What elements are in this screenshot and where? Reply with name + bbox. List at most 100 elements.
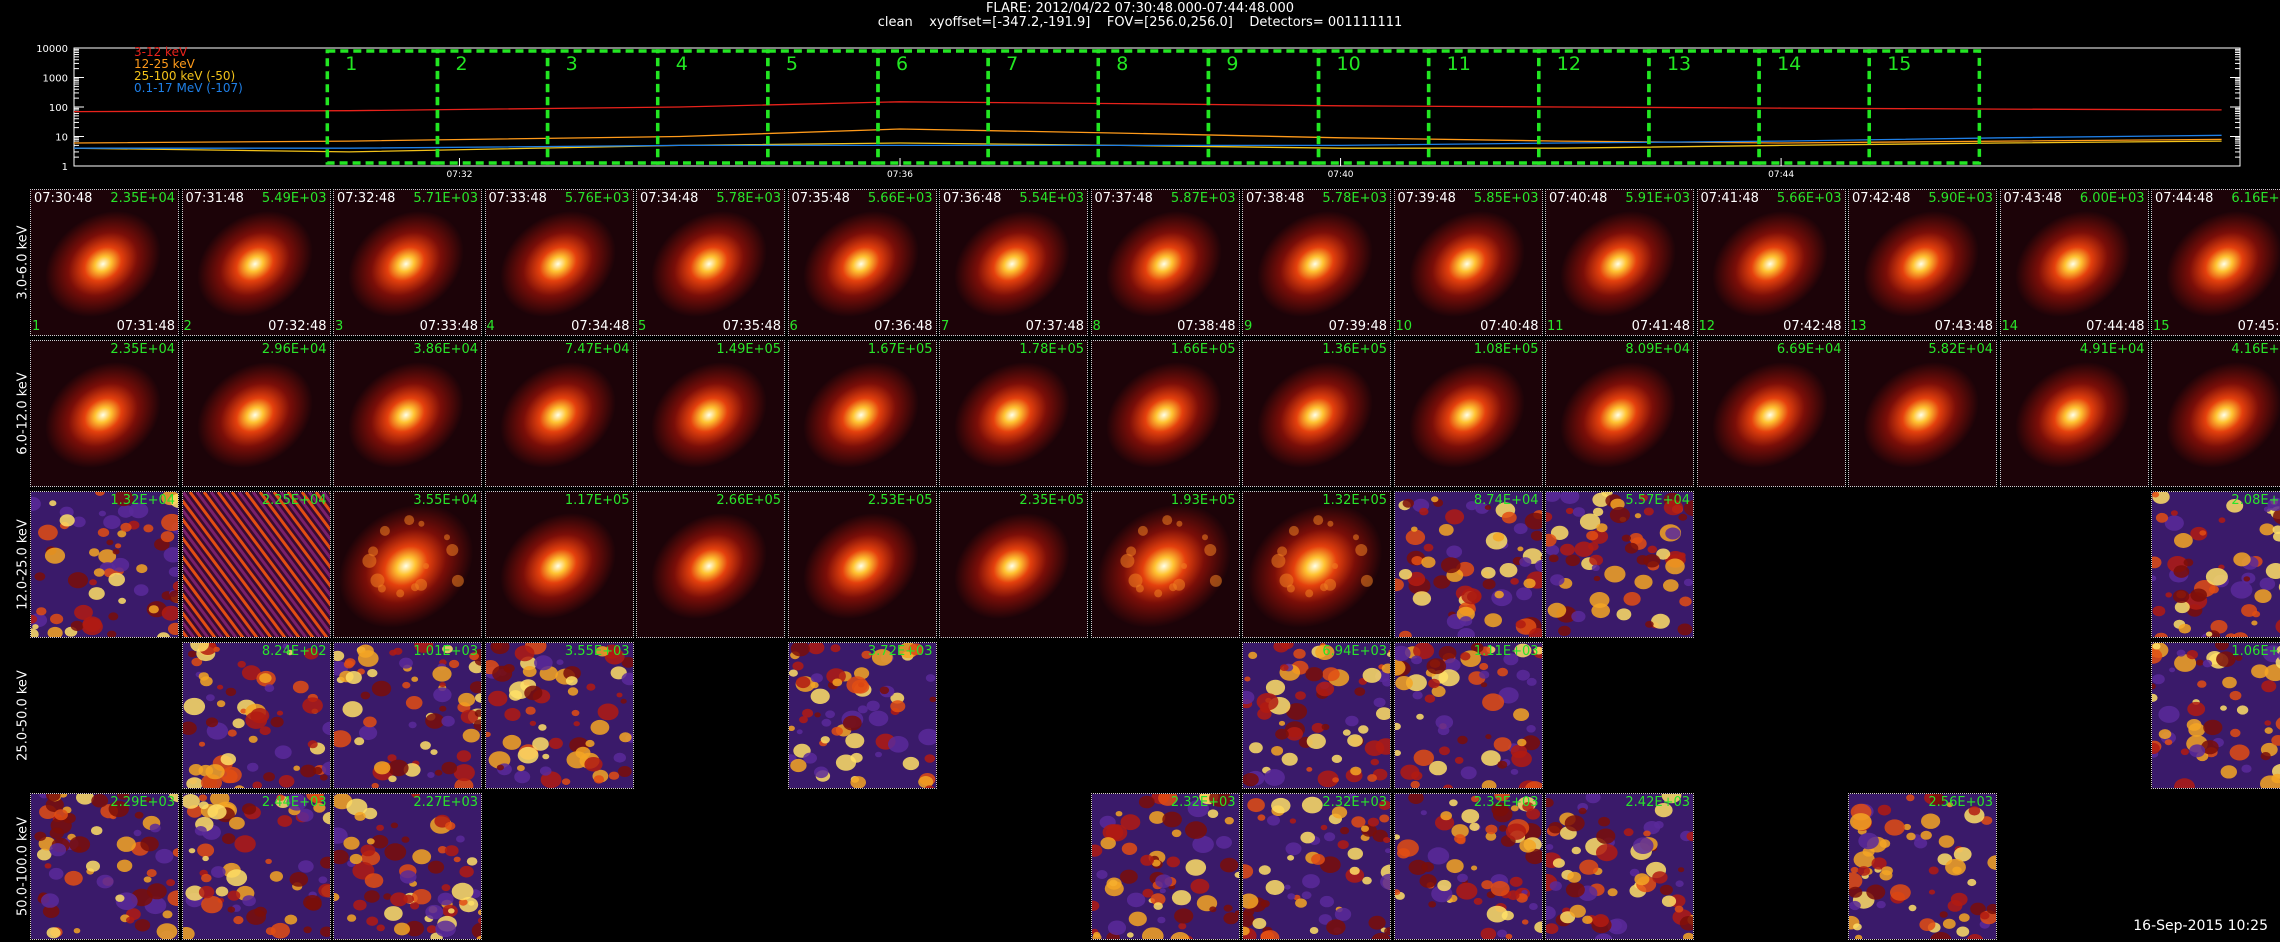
interval-label: 13 xyxy=(1667,53,1691,75)
peak-value: 2.56E+03 xyxy=(1928,795,1993,810)
peak-value: 2.29E+03 xyxy=(110,795,175,810)
image-tile: 1.01E+03 xyxy=(333,642,482,789)
peak-value: 1.17E+05 xyxy=(565,493,630,508)
interval-box xyxy=(327,51,437,163)
image-tile: 3.55E+04 xyxy=(333,491,482,638)
peak-value: 6.16E+03 xyxy=(2231,191,2280,206)
tile-end-time: 07:36:48 xyxy=(874,319,932,334)
peak-value: 5.76E+03 xyxy=(565,191,630,206)
tile-start-time: 07:35:48 xyxy=(792,191,850,206)
image-tile: 5.66E+03 07:41:48 07:42:48 12 xyxy=(1697,189,1846,336)
tile-start-time: 07:39:48 xyxy=(1398,191,1456,206)
peak-value: 1.06E+03 xyxy=(2231,644,2280,659)
peak-value: 5.71E+03 xyxy=(413,191,478,206)
tile-interval-index: 1 xyxy=(32,319,40,334)
image-tile: 2.32E+03 xyxy=(1394,793,1543,940)
tile-start-time: 07:30:48 xyxy=(34,191,92,206)
peak-value: 1.66E+05 xyxy=(1171,342,1236,357)
tile-end-time: 07:42:48 xyxy=(1783,319,1841,334)
peak-value: 2.25E+04 xyxy=(262,493,327,508)
interval-label: 7 xyxy=(1006,53,1018,75)
image-tile: 8.24E+02 xyxy=(182,642,331,789)
image-tile: 2.66E+05 xyxy=(636,491,785,638)
image-tile: 1.32E+04 xyxy=(30,491,179,638)
interval-label: 8 xyxy=(1116,53,1128,75)
tile-start-time: 07:41:48 xyxy=(1701,191,1759,206)
peak-value: 2.08E+04 xyxy=(2231,493,2280,508)
peak-value: 6.69E+04 xyxy=(1777,342,1842,357)
peak-value: 5.90E+03 xyxy=(1928,191,1993,206)
tile-end-time: 07:43:48 xyxy=(1935,319,1993,334)
series-line xyxy=(74,129,2222,143)
image-tile: 4.91E+04 xyxy=(2000,340,2149,487)
series-line xyxy=(74,141,2222,152)
peak-value: 1.32E+04 xyxy=(110,493,175,508)
image-tile: 1.66E+05 xyxy=(1091,340,1240,487)
image-tile: 2.53E+05 xyxy=(788,491,937,638)
peak-value: 1.01E+03 xyxy=(413,644,478,659)
image-tile: 8.74E+04 xyxy=(1394,491,1543,638)
tile-interval-index: 15 xyxy=(2153,319,2170,334)
image-tile: 3.72E+03 xyxy=(788,642,937,789)
tile-start-time: 07:43:48 xyxy=(2004,191,2062,206)
peak-value: 3.72E+03 xyxy=(868,644,933,659)
image-tile: 1.36E+05 xyxy=(1242,340,1391,487)
tile-end-time: 07:40:48 xyxy=(1480,319,1538,334)
peak-value: 1.08E+05 xyxy=(1474,342,1539,357)
image-tile: 1.08E+05 xyxy=(1394,340,1543,487)
tile-interval-index: 7 xyxy=(941,319,949,334)
plot-subtitle: clean xyoffset=[-347.2,-191.9] FOV=[256.… xyxy=(0,15,2280,30)
peak-value: 2.96E+04 xyxy=(262,342,327,357)
tile-start-time: 07:37:48 xyxy=(1095,191,1153,206)
tile-interval-index: 2 xyxy=(184,319,192,334)
y-tick-label: 100 xyxy=(49,103,68,114)
tile-interval-index: 5 xyxy=(638,319,646,334)
energy-band-label: 25.0-50.0 keV xyxy=(16,641,31,791)
peak-value: 2.32E+03 xyxy=(1474,795,1539,810)
peak-value: 5.85E+03 xyxy=(1474,191,1539,206)
tile-interval-index: 6 xyxy=(790,319,798,334)
x-tick-label: 07:36 xyxy=(887,170,913,180)
tile-interval-index: 12 xyxy=(1699,319,1716,334)
image-tile: 1.11E+03 xyxy=(1394,642,1543,789)
legend-entry: 0.1-17 MeV (-107) xyxy=(134,81,243,95)
peak-value: 5.66E+03 xyxy=(1777,191,1842,206)
tile-end-time: 07:45:48 xyxy=(2238,319,2280,334)
image-tile: 2.42E+03 xyxy=(1545,793,1694,940)
interval-box xyxy=(768,51,878,163)
interval-box xyxy=(988,51,1098,163)
peak-value: 3.86E+04 xyxy=(413,342,478,357)
image-tile: 1.06E+03 xyxy=(2151,642,2280,789)
tile-end-time: 07:35:48 xyxy=(723,319,781,334)
tile-end-time: 07:39:48 xyxy=(1329,319,1387,334)
image-tile: 6.69E+04 xyxy=(1697,340,1846,487)
image-tile: 1.78E+05 xyxy=(939,340,1088,487)
tile-start-time: 07:44:48 xyxy=(2155,191,2213,206)
interval-label: 12 xyxy=(1557,53,1581,75)
tile-end-time: 07:32:48 xyxy=(268,319,326,334)
interval-label: 6 xyxy=(896,53,908,75)
interval-label: 4 xyxy=(676,53,688,75)
peak-value: 6.00E+03 xyxy=(2080,191,2145,206)
tile-interval-index: 8 xyxy=(1093,319,1101,334)
x-tick-label: 07:44 xyxy=(1768,170,1794,180)
peak-value: 2.53E+05 xyxy=(868,493,933,508)
tile-end-time: 07:41:48 xyxy=(1632,319,1690,334)
energy-band-label: 12.0-25.0 keV xyxy=(16,490,31,640)
tile-end-time: 07:31:48 xyxy=(117,319,175,334)
peak-value: 5.78E+03 xyxy=(716,191,781,206)
peak-value: 7.47E+04 xyxy=(565,342,630,357)
image-tile: 2.29E+03 xyxy=(30,793,179,940)
image-tile: 1.17E+05 xyxy=(485,491,634,638)
energy-band-label: 6.0-12.0 keV xyxy=(16,339,31,489)
image-tile: 2.35E+05 xyxy=(939,491,1088,638)
tile-interval-index: 10 xyxy=(1396,319,1413,334)
tile-end-time: 07:33:48 xyxy=(420,319,478,334)
interval-label: 11 xyxy=(1447,53,1471,75)
image-tile: 3.86E+04 xyxy=(333,340,482,487)
peak-value: 2.32E+03 xyxy=(1322,795,1387,810)
x-tick-label: 07:40 xyxy=(1328,170,1354,180)
peak-value: 2.44E+03 xyxy=(262,795,327,810)
interval-box xyxy=(878,51,988,163)
